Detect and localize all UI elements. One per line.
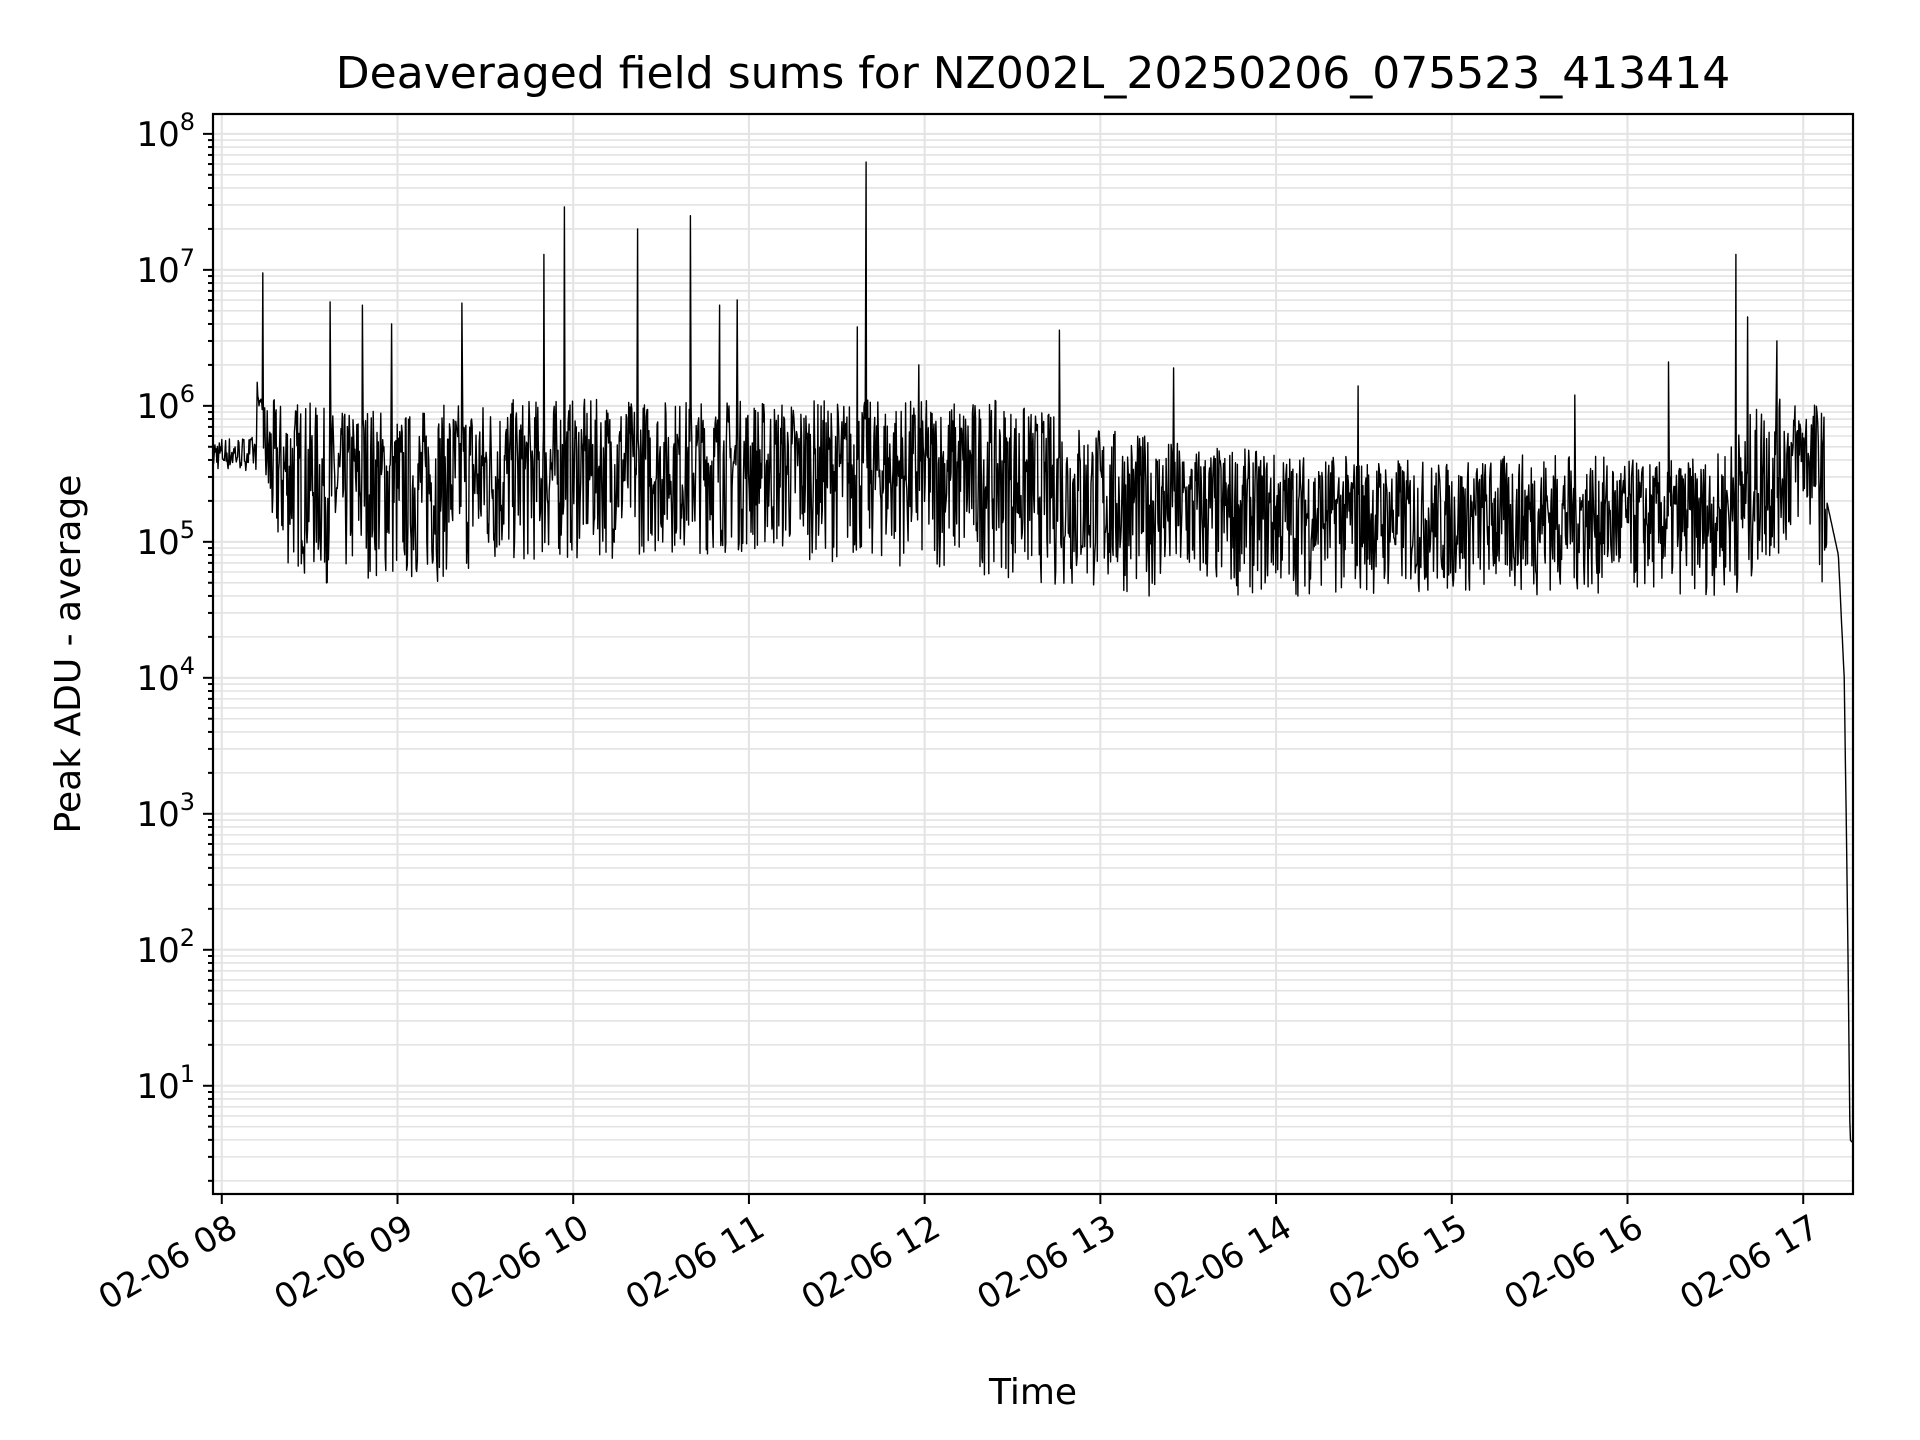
plot-frame: [211, 112, 1855, 1196]
y-tick-label: 105: [136, 516, 195, 563]
y-tick-label: 107: [136, 244, 195, 291]
y-tick-label: 101: [136, 1060, 195, 1107]
y-tick-label-base: 10: [136, 523, 179, 563]
y-tick-label-base: 10: [136, 795, 179, 835]
x-tick-label: 02-06 14: [1146, 1207, 1298, 1318]
x-tick-label: 02-06 15: [1322, 1207, 1474, 1318]
x-tick-label: 02-06 08: [92, 1207, 244, 1318]
y-tick-label-exponent: 4: [180, 652, 195, 680]
x-tick-label: 02-06 16: [1498, 1207, 1650, 1318]
x-tick-label: 02-06 09: [268, 1207, 420, 1318]
y-tick-label-base: 10: [136, 1067, 179, 1107]
y-axis-label: Peak ADU - average: [48, 475, 89, 834]
x-tick-label: 02-06 17: [1673, 1207, 1825, 1318]
y-tick-label: 106: [136, 380, 195, 427]
y-tick-label-exponent: 2: [180, 924, 195, 952]
y-tick-label-base: 10: [136, 659, 179, 699]
y-tick-label-exponent: 3: [180, 788, 195, 816]
y-tick-label-exponent: 6: [180, 380, 195, 408]
y-tick-label-exponent: 7: [180, 244, 195, 272]
y-tick-label: 104: [136, 652, 195, 699]
x-tick-label: 02-06 10: [443, 1207, 595, 1318]
y-tick-label: 103: [136, 788, 195, 835]
x-axis-label: Time: [988, 1372, 1077, 1413]
grid-layer: [213, 114, 1853, 1194]
x-tick-label: 02-06 13: [970, 1207, 1122, 1318]
ticks-layer: [203, 132, 1805, 1204]
y-tick-label-exponent: 1: [180, 1060, 195, 1088]
y-tick-label-base: 10: [136, 931, 179, 971]
series-line: [212, 161, 1854, 1144]
y-tick-label-exponent: 5: [180, 516, 195, 544]
y-tick-label-exponent: 8: [180, 108, 195, 136]
x-tick-label: 02-06 11: [619, 1207, 771, 1318]
series-layer: [212, 161, 1854, 1144]
y-tick-label-base: 10: [136, 387, 179, 427]
chart-title: Deaveraged field sums for NZ002L_2025020…: [336, 48, 1730, 99]
y-tick-label: 102: [136, 924, 195, 971]
y-tick-label-base: 10: [136, 251, 179, 291]
x-tick-label: 02-06 12: [795, 1207, 947, 1318]
y-tick-label-base: 10: [136, 115, 179, 155]
y-tick-label: 108: [136, 108, 195, 155]
